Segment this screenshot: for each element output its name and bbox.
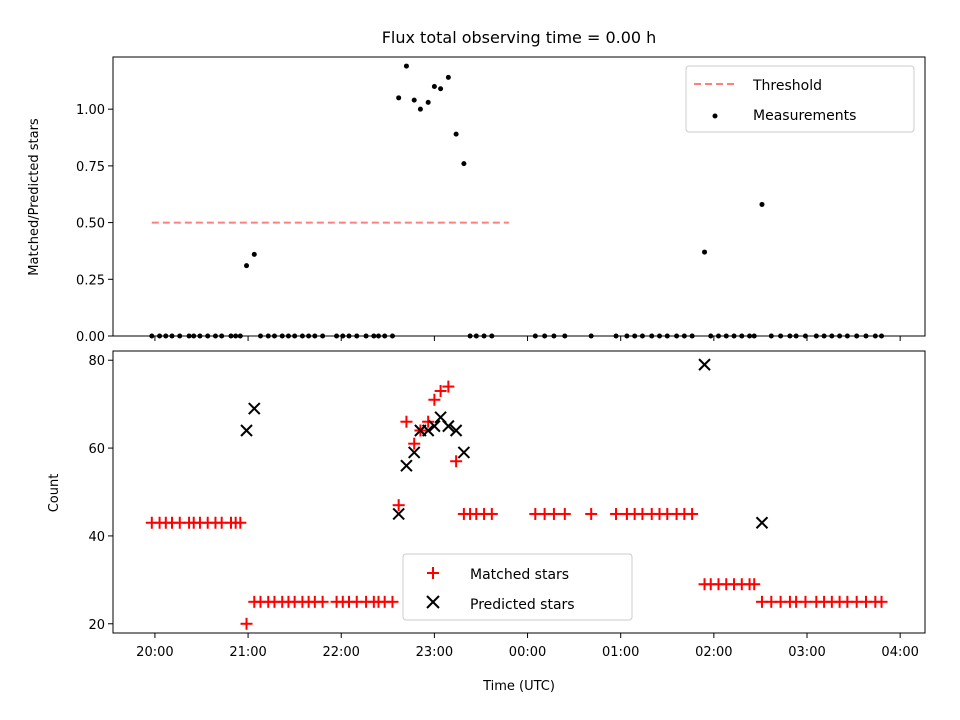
matched-star-point xyxy=(434,384,447,397)
measurement-point xyxy=(251,251,257,257)
top-y-tick-label: 0.50 xyxy=(76,217,105,232)
matched-star-point xyxy=(316,595,329,608)
predicted-star-point xyxy=(698,358,711,371)
matched-star-point xyxy=(485,507,498,520)
matched-star-point xyxy=(392,499,405,512)
legend-measurements-swatch xyxy=(712,113,718,119)
bottom-y-tick-label: 80 xyxy=(88,354,105,369)
matched-star-point xyxy=(234,516,247,529)
measurement-point xyxy=(396,95,402,101)
bottom-x-tick-label: 20:00 xyxy=(136,645,173,660)
bottom-x-tick-label: 22:00 xyxy=(322,645,359,660)
matched-star-point xyxy=(428,393,441,406)
bottom-y-tick-label: 60 xyxy=(88,442,105,457)
matched-star-point xyxy=(400,415,413,428)
predicted-star-point xyxy=(248,402,261,415)
legend-measurements-label: Measurements xyxy=(753,108,856,124)
measurement-point xyxy=(759,201,765,207)
matched-star-point xyxy=(686,507,699,520)
top-y-tick-label: 0.75 xyxy=(76,160,105,175)
matched-star-point xyxy=(547,507,560,520)
bottom-plot-area: 20 40 60 80 20:00 21:00 22:00 23:00 00:00 01:00 02… xyxy=(88,354,918,660)
bottom-x-tick-label: 01:00 xyxy=(602,645,639,660)
legend-threshold-label: Threshold xyxy=(752,78,822,94)
top-legend: Threshold Measurements xyxy=(685,65,915,133)
bottom-x-tick-label: 21:00 xyxy=(229,645,266,660)
matched-star-point xyxy=(450,455,463,468)
top-y-tick-label: 1.00 xyxy=(76,103,105,118)
predicted-star-point xyxy=(421,424,435,437)
legend-matched-swatch xyxy=(427,567,439,579)
measurement-point xyxy=(445,74,451,80)
predicted-star-point xyxy=(400,459,413,472)
predicted-star-point xyxy=(755,516,769,529)
measurement-point xyxy=(425,99,431,105)
legend-predicted-swatch xyxy=(426,595,440,609)
bottom-y-tick-label: 40 xyxy=(88,530,105,545)
matched-star-point xyxy=(442,380,455,393)
measurement-point xyxy=(417,106,423,112)
top-y-axis-label: Matched/Predicted stars xyxy=(27,118,42,276)
bottom-x-tick-label: 00:00 xyxy=(509,645,546,660)
bottom-x-tick-label: 23:00 xyxy=(416,645,453,660)
measurement-point xyxy=(453,131,459,137)
matched-star-point xyxy=(422,415,435,428)
matched-star-point xyxy=(799,595,812,608)
top-axes-frame xyxy=(112,56,926,337)
bottom-legend-box xyxy=(402,553,633,621)
predicted-star-point xyxy=(428,419,441,433)
matched-star-point xyxy=(240,617,253,630)
bottom-legend: Matched stars Predicted stars xyxy=(402,553,633,621)
predicted-star-point xyxy=(449,424,463,437)
top-chart-title: Flux total observing time = 0.00 h xyxy=(382,28,657,47)
matched-star-point xyxy=(558,507,571,520)
measurement-point xyxy=(244,263,250,269)
matched-star-point xyxy=(386,595,399,608)
predicted-star-point xyxy=(407,446,421,459)
legend-matched-label: Matched stars xyxy=(470,567,569,583)
measurement-point xyxy=(431,83,437,89)
measurement-point xyxy=(702,249,708,255)
matched-star-point xyxy=(748,578,761,591)
bottom-x-tick-label: 04:00 xyxy=(881,645,918,660)
top-y-tick-label: 0.00 xyxy=(76,330,105,345)
matched-star-point xyxy=(610,507,623,520)
predicted-star-point xyxy=(457,446,471,459)
bottom-panel: Count Time (UTC) 20 40 60 80 20:00 21:00 22:00… xyxy=(47,350,926,694)
matched-star-point xyxy=(408,437,421,450)
bottom-x-axis-label: Time (UTC) xyxy=(482,679,555,694)
bottom-y-axis-label: Count xyxy=(47,474,62,513)
bottom-y-tick-label: 20 xyxy=(88,618,105,633)
measurement-point xyxy=(411,97,417,103)
matched-star-point xyxy=(585,507,598,520)
top-panel: Flux total observing time = 0.00 h Match… xyxy=(27,28,926,345)
bottom-x-tick-label: 03:00 xyxy=(788,645,825,660)
measurement-point xyxy=(438,86,444,92)
bottom-axes-frame xyxy=(112,350,926,634)
top-y-tick-label: 0.25 xyxy=(76,273,105,288)
legend-predicted-label: Predicted stars xyxy=(470,597,575,613)
measurement-point xyxy=(403,63,409,69)
top-legend-box xyxy=(685,65,915,133)
measurement-point xyxy=(461,161,467,167)
matched-star-point xyxy=(875,595,888,608)
predicted-star-point xyxy=(240,424,253,437)
predicted-star-point xyxy=(392,507,405,521)
bottom-x-tick-label: 02:00 xyxy=(695,645,732,660)
predicted-star-point xyxy=(442,419,455,433)
